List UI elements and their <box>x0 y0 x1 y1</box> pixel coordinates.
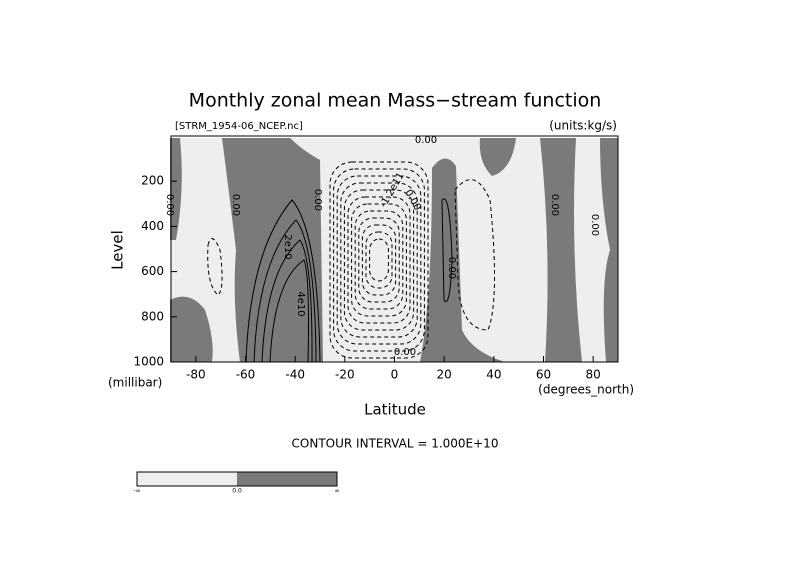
contour-line <box>207 238 223 296</box>
colorbar-positive <box>237 472 337 486</box>
contour-interval: CONTOUR INTERVAL = 1.000E+10 <box>292 437 499 451</box>
y-units: (millibar) <box>108 376 162 390</box>
y-tick-label: 600 <box>141 264 164 278</box>
positive-region <box>479 138 516 176</box>
positive-region <box>540 138 582 362</box>
file-label: [STRM_1954-06_NCEP.nc] <box>175 121 303 132</box>
contour-label: 0.00 <box>394 347 416 358</box>
contour-label: 0.00 <box>446 257 457 279</box>
contour-line <box>333 168 425 352</box>
contour-line <box>369 238 389 282</box>
positive-region <box>600 138 618 362</box>
contour-line <box>454 179 496 331</box>
contour-line <box>253 219 317 363</box>
contour-label: 0.00 <box>230 194 241 216</box>
x-tick-label: -60 <box>236 368 256 382</box>
contour-line <box>351 203 407 317</box>
colorbar-frame <box>136 471 338 487</box>
positive-region <box>170 296 213 362</box>
contour-line <box>441 198 453 303</box>
contour-line <box>245 199 321 363</box>
x-tick-label: 20 <box>437 368 452 382</box>
x-tick-label: -40 <box>285 368 305 382</box>
contour-line <box>329 161 429 359</box>
positive-region <box>170 138 182 240</box>
positive-region <box>222 138 323 362</box>
contour-line <box>343 189 415 331</box>
contour-label: 0.00 <box>312 189 323 211</box>
contour-line <box>340 182 418 338</box>
y-axis-label: Level <box>109 230 127 270</box>
x-tick-label: -20 <box>335 368 355 382</box>
contour-label: 0.00 <box>589 214 600 236</box>
y-tick-label: 400 <box>141 219 164 233</box>
contour-line <box>347 196 411 324</box>
colorbar-label: 0.0 <box>232 488 242 495</box>
colorbar-label: -∞ <box>133 488 140 495</box>
plot-area <box>170 138 618 362</box>
x-tick-label: 80 <box>586 368 601 382</box>
contour-label: 4e10 <box>295 291 306 316</box>
contour-line <box>365 231 393 289</box>
chart-title: Monthly zonal mean Mass−stream function <box>189 90 602 112</box>
contour-line <box>354 210 404 310</box>
contour-line <box>336 175 422 345</box>
colorbar-label: ∞ <box>335 488 340 495</box>
contour-label: 0.00 <box>415 135 437 146</box>
y-tick-label: 200 <box>141 174 164 188</box>
x-units: (degrees_north) <box>538 383 634 397</box>
x-tick-label: 60 <box>536 368 551 382</box>
contour-line <box>269 259 309 363</box>
y-tick-label: 800 <box>141 309 164 323</box>
x-axis-label: Latitude <box>364 401 426 419</box>
x-tick-label: 40 <box>486 368 501 382</box>
contour-line <box>361 224 397 296</box>
contour-label: 2e10 <box>282 234 293 259</box>
colorbar-negative <box>137 472 237 486</box>
x-tick-label: 0 <box>391 368 399 382</box>
x-tick-label: -80 <box>186 368 206 382</box>
units-label: (units:kg/s) <box>549 119 617 133</box>
contour-line <box>261 239 313 363</box>
contour-label: 0.00 <box>549 194 560 216</box>
contour-label: 0.00 <box>164 194 175 216</box>
positive-region <box>420 158 505 362</box>
y-tick-label: 1000 <box>133 355 164 369</box>
